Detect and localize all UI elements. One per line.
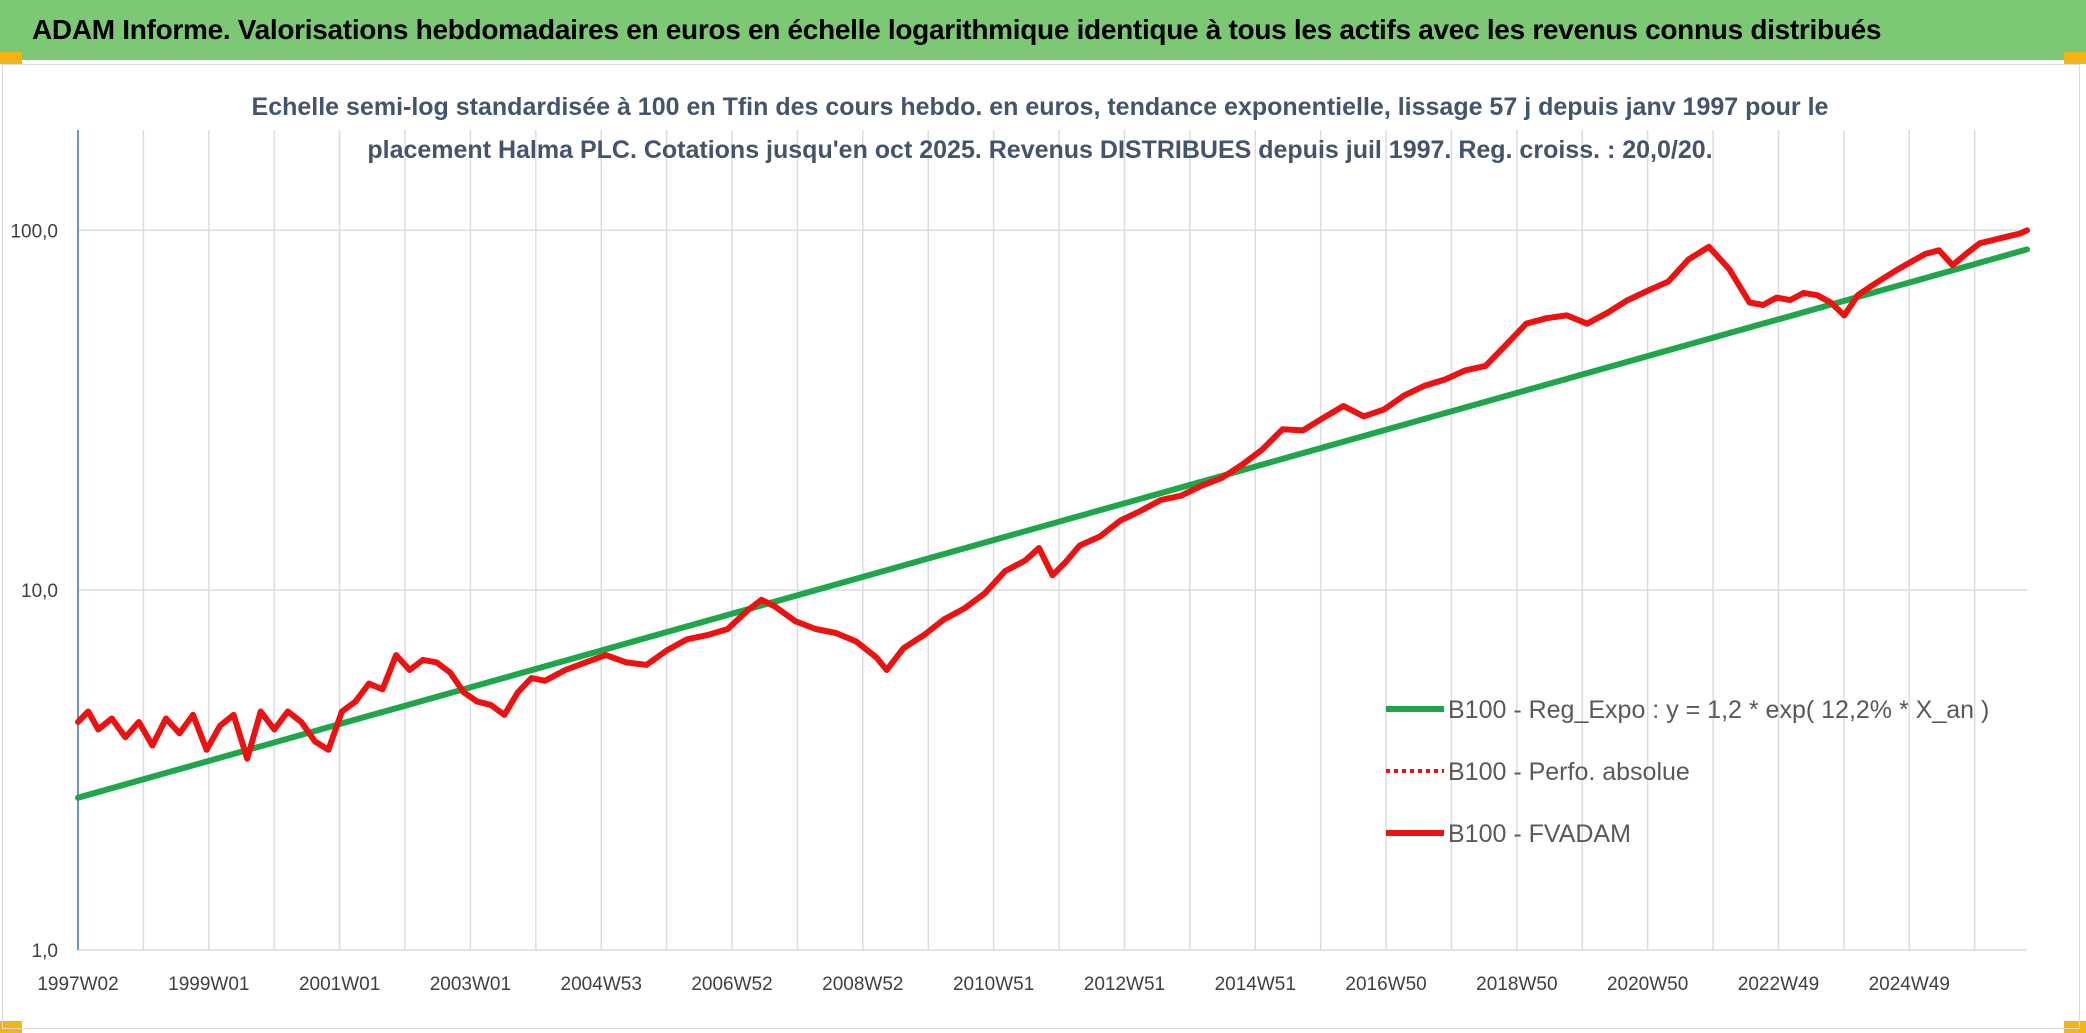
corner-marker-top-left: [0, 52, 22, 64]
y-tick-label: 100,0: [10, 221, 58, 242]
y-axis-ticks: 1,0 10,0 100,0: [10, 221, 58, 962]
y-tick-label: 10,0: [21, 581, 58, 602]
x-tick-label: 2004W53: [561, 974, 642, 995]
x-tick-label: 2020W50: [1607, 974, 1688, 995]
legend-label-fvadam: B100 - FVADAM: [1448, 820, 1631, 848]
y-tick-label: 1,0: [32, 941, 58, 962]
chart-subtitle-line-1: Echelle semi-log standardisée à 100 en T…: [252, 93, 1829, 121]
corner-marker-bottom-left: [0, 1021, 22, 1033]
series: [75, 227, 2030, 801]
report-title: ADAM Informe. Valorisations hebdomadaire…: [32, 14, 1882, 45]
x-tick-label: 2022W49: [1738, 974, 1819, 995]
x-tick-label: 2001W01: [299, 974, 380, 995]
x-tick-label: 2016W50: [1345, 974, 1426, 995]
x-tick-label: 2014W51: [1215, 974, 1296, 995]
series-line-regression: [75, 246, 2030, 801]
x-tick-label: 2018W50: [1476, 974, 1557, 995]
legend: B100 - Reg_Expo : y = 1,2 * exp( 12,2% *…: [1386, 696, 1989, 848]
x-axis-ticks: 1997W02 1999W01 2001W01 2003W01 2004W53 2006W…: [37, 974, 1950, 995]
x-tick-label: 2010W51: [953, 974, 1034, 995]
legend-label-perfo: B100 - Perfo. absolue: [1448, 758, 1690, 786]
x-tick-label: 2024W49: [1869, 974, 1950, 995]
x-tick-label: 2006W52: [691, 974, 772, 995]
x-tick-label: 2008W52: [822, 974, 903, 995]
x-tick-label: 1997W02: [37, 974, 118, 995]
x-tick-label: 2003W01: [430, 974, 511, 995]
corner-marker-bottom-right: [2064, 1021, 2086, 1033]
chart-frame: [2, 64, 2080, 1029]
x-tick-label: 1999W01: [168, 974, 249, 995]
grid: [77, 130, 2027, 951]
series-line-fvadam: [75, 227, 2030, 762]
report-header: ADAM Informe. Valorisations hebdomadaire…: [0, 0, 2086, 60]
legend-label-regression: B100 - Reg_Expo : y = 1,2 * exp( 12,2% *…: [1448, 696, 1989, 724]
corner-marker-top-right: [2064, 52, 2086, 64]
chart-subtitle-line-2: placement Halma PLC. Cotations jusqu'en …: [367, 136, 1712, 164]
x-tick-label: 2012W51: [1084, 974, 1165, 995]
